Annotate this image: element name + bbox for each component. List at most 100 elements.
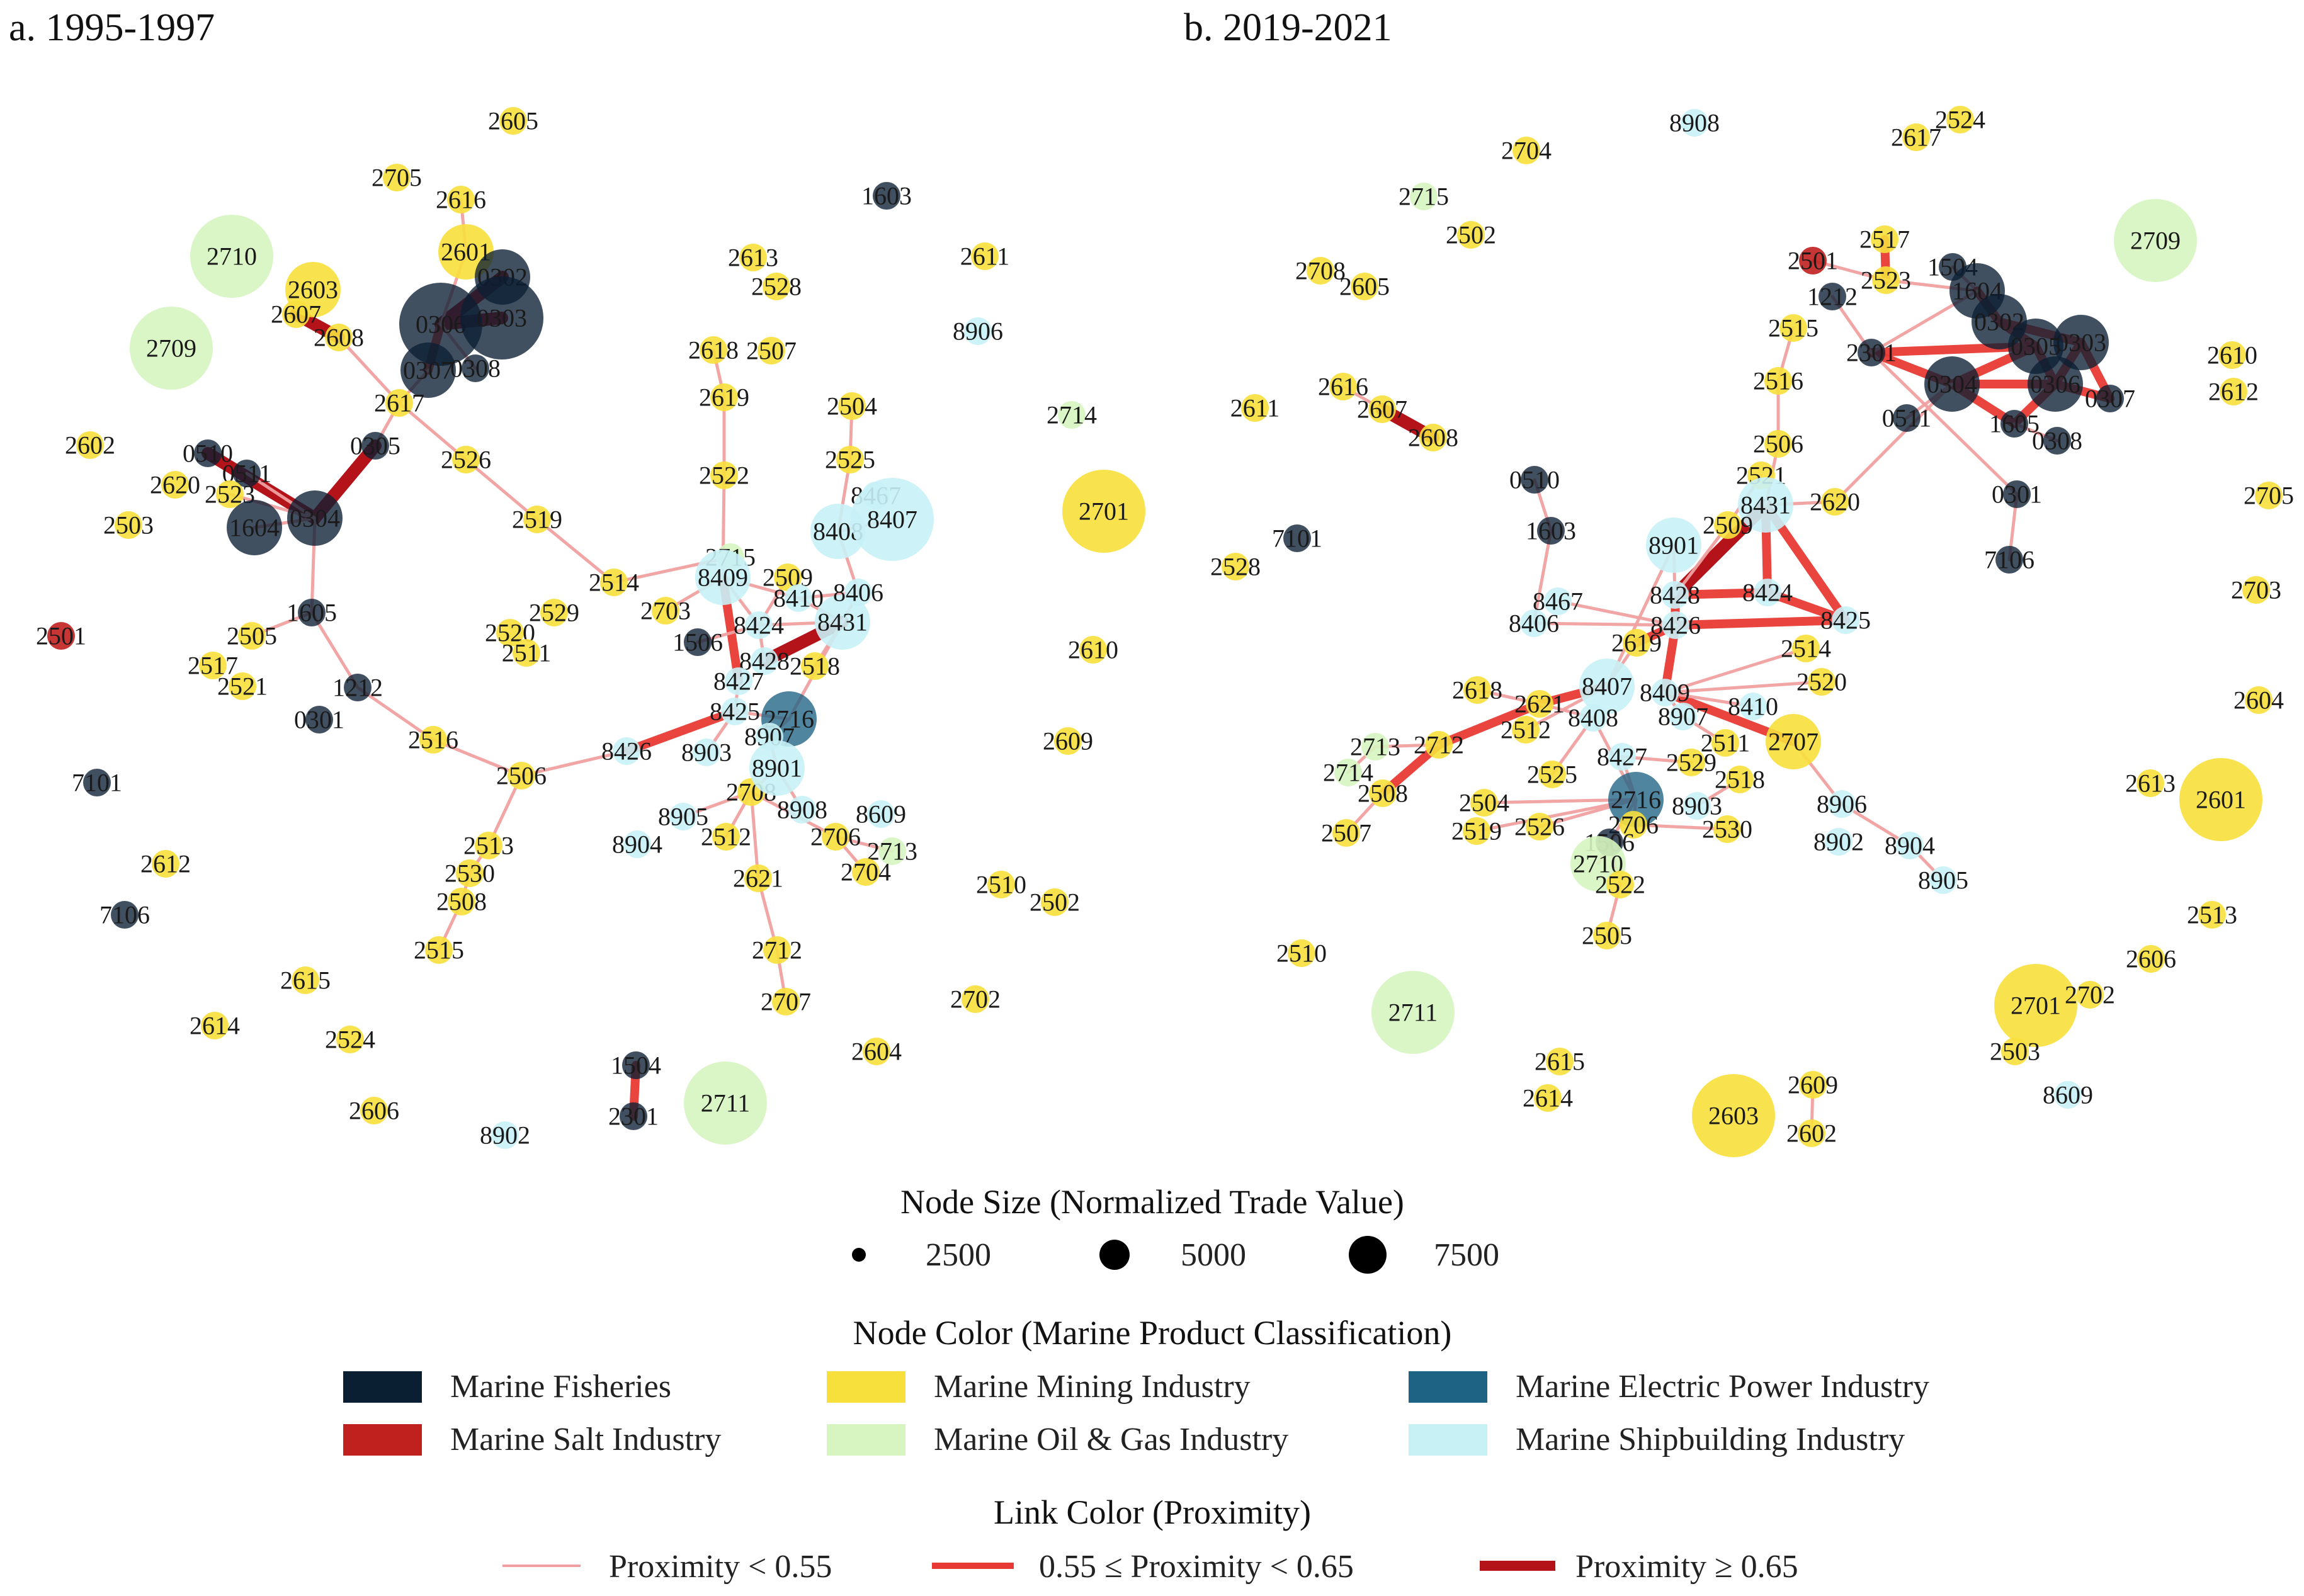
- node-2530: 2530: [1702, 815, 1752, 844]
- node-2528: 2528: [751, 273, 802, 301]
- node-2602: 2602: [65, 431, 115, 460]
- node-label-2503: 2503: [103, 511, 154, 540]
- node-circle-8407: [851, 478, 934, 561]
- node-label-0306: 0306: [416, 310, 466, 339]
- node-0308: 0308: [2032, 427, 2082, 455]
- node-label-0510: 0510: [183, 439, 233, 468]
- node-2712: 2712: [1414, 731, 1464, 759]
- node-circle-2711: [684, 1061, 767, 1145]
- panel-a-network: 2605270526162710260103022603030603032607…: [36, 107, 1145, 1150]
- node-label-2610: 2610: [1068, 636, 1118, 664]
- node-2701: 2701: [1994, 964, 2077, 1047]
- node-circle-0304: [287, 490, 343, 546]
- node-label-2604: 2604: [851, 1038, 902, 1066]
- node-label-2613: 2613: [2125, 769, 2176, 798]
- node-label-2609: 2609: [1788, 1071, 1838, 1099]
- node-0511: 0511: [1882, 404, 1932, 433]
- node-circle-2504: [1470, 789, 1498, 817]
- node-label-2620: 2620: [1810, 488, 1860, 516]
- node-label-2607: 2607: [1357, 395, 1407, 424]
- node-label-2614: 2614: [190, 1012, 240, 1040]
- node-label-2616: 2616: [1318, 373, 1368, 401]
- node-circle-2522: [710, 461, 738, 489]
- node-label-8906: 8906: [1817, 790, 1867, 818]
- node-circle-0511: [233, 460, 261, 487]
- node-label-8425: 8425: [710, 698, 760, 726]
- node-circle-8426: [1662, 611, 1689, 639]
- node-label-2501: 2501: [36, 622, 86, 650]
- node-2615: 2615: [280, 966, 331, 995]
- node-circle-2510: [1288, 939, 1315, 967]
- node-2617: 2617: [1891, 123, 1941, 152]
- node-circle-2511: [1711, 729, 1739, 757]
- legend-color-item-fisheries: Marine Fisheries: [343, 1369, 671, 1405]
- node-2505: 2505: [227, 622, 277, 650]
- node-label-2620: 2620: [150, 471, 200, 499]
- node-label-8901: 8901: [1649, 531, 1699, 560]
- node-label-2619: 2619: [1611, 629, 1662, 657]
- node-circle-2528: [1222, 553, 1249, 580]
- node-2612: 2612: [2208, 378, 2259, 406]
- node-circle-2609: [1054, 727, 1082, 755]
- node-circle-2614: [201, 1012, 229, 1039]
- node-2529: 2529: [1666, 749, 1717, 777]
- node-circle-2615: [292, 966, 319, 994]
- node-2602: 2602: [1786, 1119, 1837, 1148]
- node-label-8408: 8408: [1568, 704, 1618, 732]
- node-label-0307: 0307: [403, 356, 453, 385]
- node-label-2603: 2603: [1708, 1102, 1759, 1130]
- node-label-2618: 2618: [1452, 676, 1502, 705]
- node-2501: 2501: [36, 622, 86, 650]
- link-2506-8426: [519, 749, 628, 778]
- node-2503: 2503: [103, 511, 154, 540]
- node-circle-2617: [1902, 123, 1930, 151]
- node-circle-8431: [1738, 477, 1793, 533]
- node-circle-2701: [1062, 470, 1145, 553]
- node-label-1504: 1504: [611, 1051, 661, 1080]
- node-circle-2506: [1764, 430, 1792, 458]
- node-circle-2716: [1608, 772, 1664, 827]
- node-label-2608: 2608: [314, 324, 364, 352]
- node-label-8431: 8431: [1740, 491, 1791, 519]
- node-label-0308: 0308: [2032, 427, 2082, 455]
- link-8409-2520: [1663, 680, 1824, 694]
- node-circle-2615: [1546, 1048, 1574, 1075]
- node-2713: 2713: [1350, 733, 1400, 761]
- node-label-2709: 2709: [2130, 227, 2181, 255]
- node-2530: 2530: [445, 859, 495, 888]
- node-circle-2514: [600, 569, 628, 596]
- node-label-2529: 2529: [1666, 749, 1717, 777]
- node-8409: 8409: [1640, 679, 1690, 707]
- legend: Node Size (Normalized Trade Value) 2500 5…: [343, 1183, 1929, 1585]
- node-label-2528: 2528: [1210, 553, 1261, 581]
- node-circle-2713: [878, 837, 906, 865]
- legend-size-item-5000: 5000: [1099, 1237, 1246, 1273]
- node-8424: 8424: [734, 611, 784, 640]
- node-circle-0308: [2043, 427, 2071, 455]
- node-circle-2523: [1872, 266, 1900, 294]
- node-2517: 2517: [188, 652, 238, 680]
- legend-size-dot: [852, 1248, 866, 1262]
- node-label-2607: 2607: [271, 300, 321, 329]
- node-2704: 2704: [841, 858, 891, 886]
- node-label-2530: 2530: [1702, 815, 1752, 844]
- legend-link-items: Proximity < 0.55 0.55 ≤ Proximity < 0.65 P…: [502, 1549, 1798, 1585]
- node-label-8905: 8905: [1918, 866, 1968, 895]
- node-label-2525: 2525: [825, 446, 875, 474]
- node-circle-2607: [282, 300, 310, 328]
- node-label-2704: 2704: [841, 858, 891, 886]
- legend-color-swatch: [1409, 1424, 1487, 1456]
- node-label-2511: 2511: [1701, 729, 1751, 757]
- node-circle-2608: [1419, 424, 1447, 451]
- node-2520: 2520: [1796, 668, 1847, 696]
- node-circle-2520: [496, 619, 524, 647]
- node-circle-1212: [344, 674, 372, 701]
- node-2611: 2611: [960, 242, 1010, 271]
- node-circle-2526: [452, 446, 480, 473]
- node-2621: 2621: [733, 864, 783, 893]
- node-circle-2530: [1713, 815, 1741, 843]
- node-2505: 2505: [1582, 922, 1632, 950]
- node-circle-2517: [1871, 225, 1898, 253]
- legend-link-label: 0.55 ≤ Proximity < 0.65: [1039, 1549, 1354, 1585]
- node-7106: 7106: [1984, 546, 2034, 574]
